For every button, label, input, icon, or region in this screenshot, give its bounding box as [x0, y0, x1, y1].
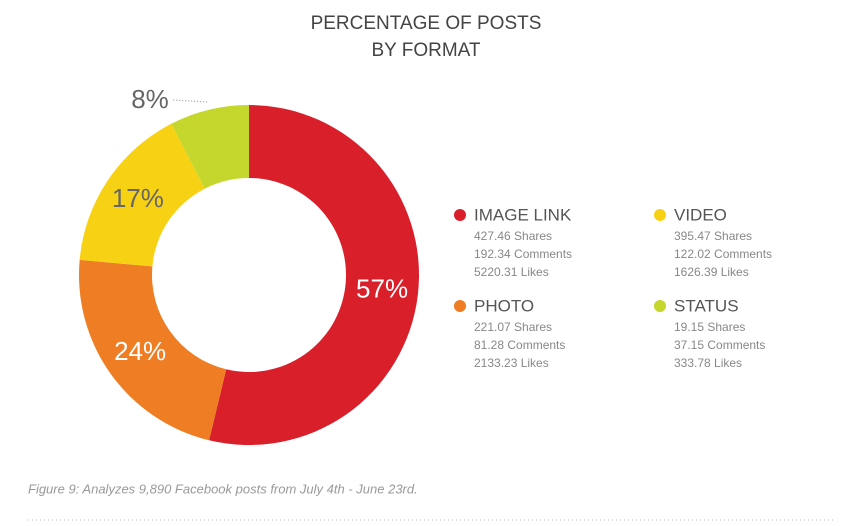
data-label: 24%	[114, 336, 166, 366]
data-label: 57%	[356, 274, 408, 304]
legend-detail: 427.46 Shares	[474, 229, 552, 243]
legend-detail: 395.47 Shares	[674, 229, 752, 243]
legend-marker	[654, 300, 666, 312]
legend-label: VIDEO	[674, 205, 727, 224]
legend-detail: 221.07 Shares	[474, 320, 552, 334]
legend-detail: 81.28 Comments	[474, 338, 565, 352]
leader-line	[171, 99, 208, 103]
chart-title: BY FORMAT	[371, 40, 480, 61]
data-label: 17%	[112, 183, 164, 213]
legend-marker	[454, 300, 466, 312]
legend-detail: 1626.39 Likes	[674, 265, 749, 279]
donut-slice	[171, 105, 249, 189]
legend-detail: 192.34 Comments	[474, 247, 572, 261]
legend-label: STATUS	[674, 296, 739, 315]
legend-label: IMAGE LINK	[474, 205, 572, 224]
legend-detail: 37.15 Comments	[674, 338, 765, 352]
donut-slice	[209, 105, 419, 445]
legend-detail: 19.15 Shares	[674, 320, 745, 334]
legend-detail: 2133.23 Likes	[474, 356, 549, 370]
donut-slice	[79, 123, 205, 267]
legend-marker	[654, 209, 666, 221]
legend-detail: 5220.31 Likes	[474, 265, 549, 279]
legend-detail: 122.02 Comments	[674, 247, 772, 261]
donut-slice	[78, 259, 227, 441]
legend-label: PHOTO	[474, 296, 534, 315]
caption: Figure 9: Analyzes 9,890 Facebook posts …	[28, 481, 418, 496]
data-label: 8%	[131, 84, 169, 114]
chart-title: PERCENTAGE OF POSTS	[311, 13, 542, 34]
legend-marker	[454, 209, 466, 221]
legend-detail: 333.78 Likes	[674, 356, 742, 370]
